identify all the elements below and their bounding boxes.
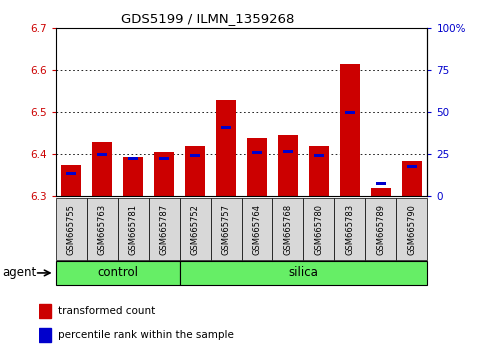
Bar <box>128 157 138 160</box>
Text: GSM665790: GSM665790 <box>408 204 416 255</box>
Bar <box>159 157 169 160</box>
Bar <box>272 198 303 260</box>
Bar <box>154 152 174 196</box>
Text: silica: silica <box>288 267 318 279</box>
Text: percentile rank within the sample: percentile rank within the sample <box>58 330 234 340</box>
Bar <box>190 154 200 157</box>
Text: GSM665789: GSM665789 <box>376 204 385 255</box>
Bar <box>180 261 427 285</box>
Bar <box>149 198 180 260</box>
Bar <box>340 64 360 196</box>
Text: agent: agent <box>2 267 37 279</box>
Bar <box>402 161 422 196</box>
Bar <box>123 156 143 196</box>
Bar <box>185 146 205 196</box>
Text: GSM665763: GSM665763 <box>98 204 107 255</box>
Text: GSM665764: GSM665764 <box>253 204 261 255</box>
Bar <box>61 165 81 196</box>
Text: GSM665752: GSM665752 <box>190 204 199 255</box>
Bar <box>86 198 117 260</box>
Bar <box>345 111 355 114</box>
Bar <box>39 304 51 318</box>
Bar <box>376 182 386 185</box>
Text: GSM665781: GSM665781 <box>128 204 138 255</box>
Bar <box>278 135 298 196</box>
Bar <box>39 328 51 342</box>
Text: transformed count: transformed count <box>58 306 155 316</box>
Bar <box>371 188 391 196</box>
Text: GSM665755: GSM665755 <box>67 204 75 255</box>
Bar <box>66 172 76 175</box>
Bar <box>247 138 267 196</box>
Text: GSM665768: GSM665768 <box>284 204 293 255</box>
Bar <box>242 198 272 260</box>
Text: control: control <box>97 267 138 279</box>
Bar <box>56 198 86 260</box>
Bar <box>92 142 112 196</box>
Text: GSM665787: GSM665787 <box>159 204 169 255</box>
Bar <box>56 261 180 285</box>
Bar <box>366 198 397 260</box>
Bar <box>407 165 417 168</box>
Bar <box>180 198 211 260</box>
Bar <box>309 146 329 196</box>
Bar <box>334 198 366 260</box>
Bar <box>252 151 262 154</box>
Bar <box>221 126 231 130</box>
Bar <box>314 154 324 157</box>
Bar <box>397 198 427 260</box>
Bar <box>216 100 236 196</box>
Text: GDS5199 / ILMN_1359268: GDS5199 / ILMN_1359268 <box>121 12 294 25</box>
Bar <box>211 198 242 260</box>
Bar <box>283 150 293 153</box>
Text: GSM665783: GSM665783 <box>345 204 355 255</box>
Bar <box>303 198 334 260</box>
Bar <box>97 153 107 156</box>
Bar <box>117 198 149 260</box>
Text: GSM665780: GSM665780 <box>314 204 324 255</box>
Text: GSM665757: GSM665757 <box>222 204 230 255</box>
